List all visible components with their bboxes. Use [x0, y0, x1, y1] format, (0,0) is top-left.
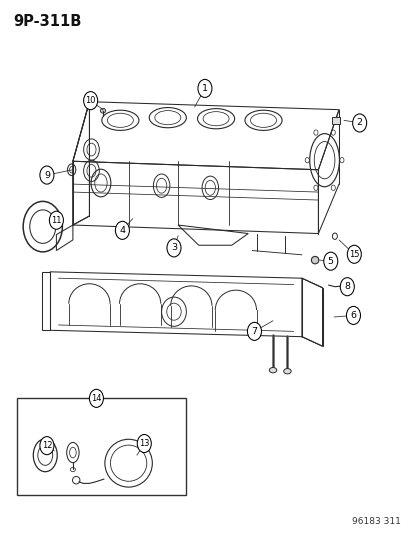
Ellipse shape — [100, 108, 105, 113]
Text: 96183 311: 96183 311 — [351, 517, 400, 526]
Circle shape — [339, 278, 354, 296]
Text: 11: 11 — [51, 216, 62, 225]
Text: 15: 15 — [348, 250, 358, 259]
Circle shape — [166, 239, 180, 257]
Text: 6: 6 — [350, 311, 356, 320]
Text: 4: 4 — [119, 226, 125, 235]
Text: 3: 3 — [171, 244, 177, 253]
Text: 5: 5 — [327, 257, 333, 265]
Bar — [17, 398, 186, 495]
Circle shape — [197, 79, 211, 98]
Bar — [331, 117, 339, 124]
Text: 2: 2 — [356, 118, 362, 127]
Ellipse shape — [283, 368, 290, 374]
Text: 7: 7 — [251, 327, 257, 336]
Ellipse shape — [311, 256, 318, 264]
Circle shape — [352, 114, 366, 132]
Circle shape — [346, 306, 360, 325]
Circle shape — [83, 92, 97, 110]
Text: 9: 9 — [44, 171, 50, 180]
Circle shape — [40, 166, 54, 184]
Ellipse shape — [268, 368, 276, 373]
Circle shape — [323, 252, 337, 270]
Text: 14: 14 — [91, 394, 102, 403]
Text: 8: 8 — [344, 282, 349, 291]
Circle shape — [89, 389, 103, 407]
Circle shape — [247, 322, 261, 341]
Text: 10: 10 — [85, 96, 95, 105]
Text: 13: 13 — [139, 439, 149, 448]
Text: 1: 1 — [202, 84, 207, 93]
Circle shape — [40, 437, 54, 455]
Circle shape — [137, 434, 151, 453]
Circle shape — [115, 221, 129, 239]
Circle shape — [347, 245, 361, 263]
Circle shape — [49, 211, 63, 229]
Text: 9P-311B: 9P-311B — [13, 14, 81, 29]
Text: 12: 12 — [42, 441, 52, 450]
